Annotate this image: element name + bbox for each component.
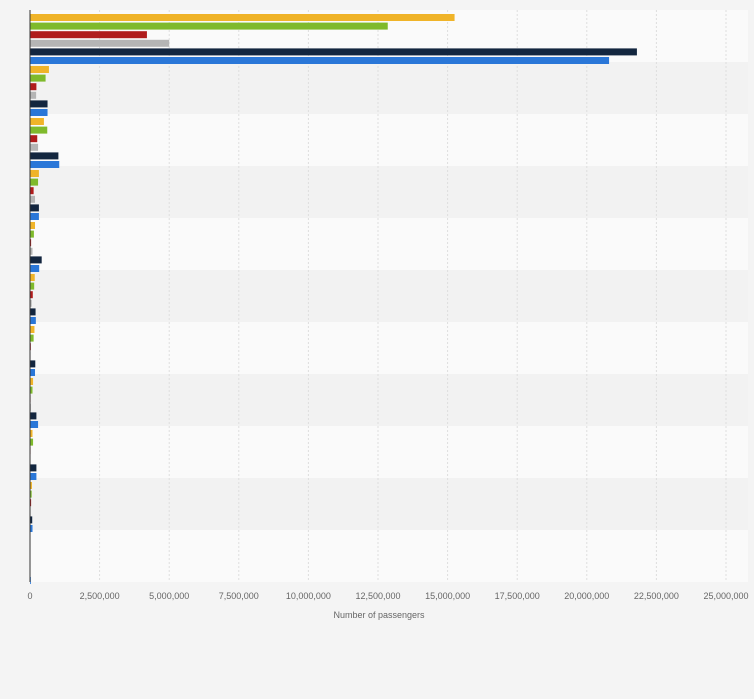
x-tick-labels: 0 2,500,000 5,000,000 7,500,000 10,000,000 12… xyxy=(27,591,748,601)
bar-category-3-series-5 xyxy=(30,152,59,160)
bar-category-8-series-5 xyxy=(30,412,37,420)
bar-category-5-series-6 xyxy=(30,265,40,272)
category-band-6 xyxy=(30,270,748,322)
bar-category-4-series-4 xyxy=(30,195,36,203)
x-tick-label: 17,500,000 xyxy=(495,591,540,601)
bar-category-9-series-2 xyxy=(30,438,34,446)
category-band-2 xyxy=(30,62,748,114)
bar-category-9-series-6 xyxy=(30,473,37,480)
bar-category-1-series-5 xyxy=(30,48,637,56)
bar-category-7-series-6 xyxy=(30,369,36,376)
bar-category-6-series-1 xyxy=(30,274,35,281)
x-tick-label: 15,000,000 xyxy=(425,591,470,601)
bar-category-7-series-5 xyxy=(30,360,36,368)
gridlines xyxy=(99,10,727,582)
x-tick-label: 12,500,000 xyxy=(355,591,400,601)
bar-category-3-series-1 xyxy=(30,118,44,125)
bar-category-8-series-6 xyxy=(30,421,39,428)
bar-category-7-series-2 xyxy=(30,334,34,342)
bar-category-3-series-3 xyxy=(30,135,38,143)
x-tick-label: 25,000,000 xyxy=(703,591,748,601)
bar-category-6-series-5 xyxy=(30,308,36,316)
bar-category-2-series-6 xyxy=(30,109,48,116)
bar-category-10-series-6 xyxy=(30,525,33,532)
bars xyxy=(30,14,637,584)
bar-category-5-series-3 xyxy=(30,239,32,247)
bar-category-3-series-2 xyxy=(30,126,48,134)
bar-category-6-series-6 xyxy=(30,317,36,324)
category-band-9 xyxy=(30,426,748,478)
category-band-10 xyxy=(30,478,748,530)
x-tick-label: 20,000,000 xyxy=(564,591,609,601)
bar-category-2-series-1 xyxy=(30,66,49,73)
category-band-4 xyxy=(30,166,748,218)
bar-category-3-series-6 xyxy=(30,161,60,168)
bar-category-2-series-3 xyxy=(30,83,37,91)
category-band-5 xyxy=(30,218,748,270)
bar-category-7-series-1 xyxy=(30,326,35,333)
category-band-3 xyxy=(30,114,748,166)
category-band-8 xyxy=(30,374,748,426)
x-tick-label: 0 xyxy=(27,591,32,601)
bar-category-4-series-1 xyxy=(30,170,39,177)
bar-category-4-series-6 xyxy=(30,213,39,220)
bar-category-1-series-1 xyxy=(30,14,455,21)
bar-category-8-series-1 xyxy=(30,378,34,385)
bar-category-2-series-4 xyxy=(30,91,37,99)
bar-category-2-series-2 xyxy=(30,74,46,82)
category-bands xyxy=(30,10,748,582)
bar-category-10-series-3 xyxy=(30,499,32,507)
bar-category-10-series-5 xyxy=(30,516,33,524)
bar-category-4-series-5 xyxy=(30,204,39,212)
bar-category-8-series-2 xyxy=(30,386,33,394)
bar-category-6-series-4 xyxy=(30,299,32,307)
bar-category-1-series-2 xyxy=(30,22,388,30)
x-tick-label: 22,500,000 xyxy=(634,591,679,601)
bar-category-1-series-3 xyxy=(30,31,147,39)
bar-category-10-series-2 xyxy=(30,490,32,498)
bar-category-5-series-5 xyxy=(30,256,42,264)
bar-category-1-series-6 xyxy=(30,57,610,64)
bar-category-10-series-1 xyxy=(30,482,32,489)
bar-category-6-series-2 xyxy=(30,282,35,290)
bar-category-2-series-5 xyxy=(30,100,48,108)
bar-category-4-series-2 xyxy=(30,178,39,186)
x-axis-title: Number of passengers xyxy=(333,610,425,620)
bar-category-4-series-3 xyxy=(30,187,34,195)
x-tick-label: 7,500,000 xyxy=(219,591,259,601)
bar-category-5-series-1 xyxy=(30,222,36,229)
category-band-11 xyxy=(30,530,748,582)
bar-category-1-series-4 xyxy=(30,39,170,47)
x-tick-label: 10,000,000 xyxy=(286,591,331,601)
bar-category-5-series-2 xyxy=(30,230,34,238)
category-band-7 xyxy=(30,322,748,374)
bar-category-9-series-1 xyxy=(30,430,33,437)
x-tick-label: 2,500,000 xyxy=(80,591,120,601)
bar-category-9-series-5 xyxy=(30,464,37,472)
bar-category-6-series-3 xyxy=(30,291,33,299)
x-tick-label: 5,000,000 xyxy=(149,591,189,601)
bar-category-5-series-4 xyxy=(30,247,33,255)
bar-category-3-series-4 xyxy=(30,143,39,151)
